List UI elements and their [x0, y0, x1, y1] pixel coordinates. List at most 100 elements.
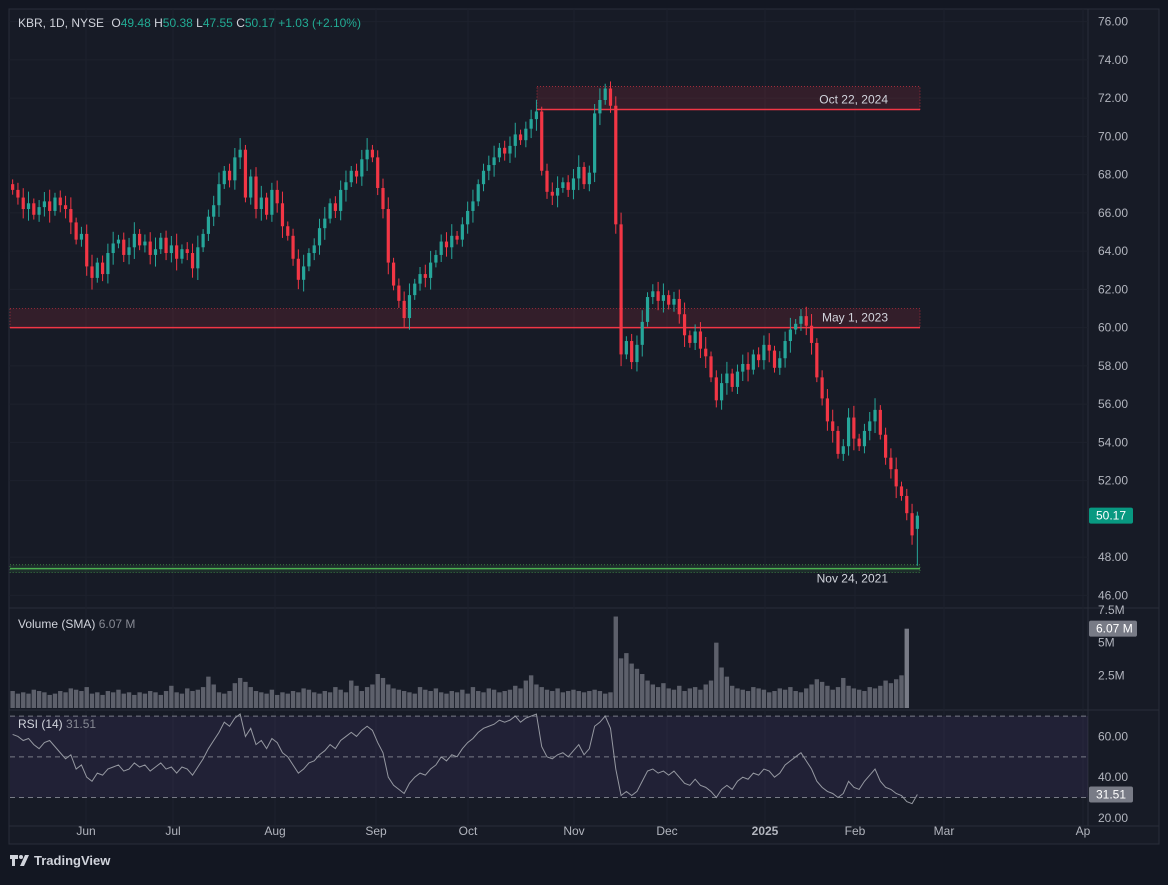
volume-bar — [629, 663, 634, 708]
volume-bar — [756, 688, 761, 708]
candle-body — [26, 203, 31, 210]
candle-body — [138, 233, 142, 246]
candle-body — [339, 189, 343, 211]
volume-bar — [31, 689, 37, 708]
candle-body — [169, 245, 173, 254]
candle-body — [159, 237, 163, 250]
candle-body — [677, 298, 681, 315]
volume-bar — [814, 679, 820, 708]
volume-bar — [380, 677, 386, 708]
candle-body — [259, 197, 263, 210]
volume-bar — [555, 688, 560, 708]
rsi-band-fill — [10, 716, 1088, 798]
candle-body — [397, 285, 401, 301]
volume-bar — [79, 691, 84, 708]
high-value: 50.38 — [162, 16, 193, 30]
time-tick-label: 2025 — [752, 824, 779, 838]
volume-bar — [825, 685, 830, 708]
volume-bar — [42, 692, 47, 708]
time-tick-label: Nov — [563, 824, 584, 838]
price-tick-label: 68.00 — [1098, 168, 1128, 182]
candle-body — [767, 344, 771, 351]
candle-body — [53, 197, 57, 211]
candle-body — [370, 149, 375, 158]
candle-body — [90, 266, 94, 278]
candle-body — [566, 182, 570, 190]
volume-bar — [179, 693, 185, 708]
rsi-title[interactable]: RSI (14) — [18, 717, 63, 731]
volume-bar — [465, 693, 470, 708]
candle-body — [455, 235, 459, 240]
candle-body — [365, 149, 369, 160]
candle-body — [354, 170, 359, 177]
level-lines: Oct 22, 2024 May 1, 2023 Nov 24, 2021 — [9, 86, 921, 586]
candle-body — [878, 409, 882, 435]
candle-body — [778, 358, 782, 368]
candle-body — [899, 486, 904, 496]
volume-bar — [645, 680, 650, 708]
volume-bar — [523, 680, 529, 708]
candle-body — [460, 224, 464, 240]
candle-body — [598, 99, 602, 114]
volume-title[interactable]: Volume (SMA) — [18, 617, 96, 631]
candle-body — [122, 239, 126, 255]
volume-bar — [841, 677, 846, 708]
volume-bar — [116, 689, 121, 708]
volume-bar — [47, 694, 52, 708]
price-tick-label: 62.00 — [1098, 282, 1128, 296]
candle-body — [630, 341, 634, 363]
candle-body — [323, 218, 327, 229]
volume-bar — [481, 692, 486, 708]
volume-bar — [100, 694, 105, 708]
volume-bar — [740, 689, 745, 708]
volume-bar — [587, 691, 592, 708]
candle-body — [857, 438, 861, 447]
volume-bar — [862, 691, 867, 708]
candle-body — [74, 222, 78, 240]
symbol-label[interactable]: KBR, 1D, NYSE — [18, 16, 105, 30]
volume-bar — [312, 692, 317, 708]
volume-bar — [306, 689, 312, 708]
candle-body — [270, 189, 274, 215]
volume-bar — [185, 688, 190, 708]
price-tick-label: 48.00 — [1098, 550, 1128, 564]
candle-body — [132, 233, 136, 248]
candle-body — [48, 201, 52, 211]
candle-body — [302, 266, 306, 280]
candle-body — [698, 331, 703, 349]
volume-bar — [222, 693, 227, 708]
rsi-badge-label: 31.51 — [1096, 787, 1126, 801]
volume-bar — [264, 693, 269, 708]
volume-bar — [280, 692, 285, 708]
candle-body — [624, 341, 628, 355]
candle-body — [444, 241, 449, 248]
tradingview-brand[interactable]: TradingView — [10, 853, 110, 868]
open-value: 49.48 — [120, 16, 151, 30]
candle-body — [386, 209, 390, 263]
candle-body — [545, 170, 549, 192]
volume-bar — [634, 668, 640, 708]
candle-body — [201, 233, 205, 248]
rsi-value: 31.51 — [66, 717, 97, 731]
candle-body — [11, 184, 15, 190]
last-price-label: 50.17 — [1096, 509, 1126, 523]
volume-bar — [26, 693, 31, 708]
volume-bar — [581, 692, 587, 708]
volume-bar — [904, 628, 909, 708]
candle-body — [910, 513, 914, 536]
volume-bar — [58, 691, 63, 708]
price-tick-label: 70.00 — [1098, 129, 1128, 143]
volume-bar — [767, 692, 772, 708]
candle-body — [571, 178, 576, 190]
tradingview-logo-icon — [10, 855, 29, 866]
candle-body — [799, 316, 803, 324]
volume-bar — [73, 689, 79, 708]
volume-bar — [142, 693, 148, 708]
candle-body — [672, 298, 676, 305]
low-value: 47.55 — [202, 16, 233, 30]
candle-body — [317, 228, 322, 246]
volume-bar — [735, 688, 740, 708]
volume-bar — [343, 692, 349, 708]
